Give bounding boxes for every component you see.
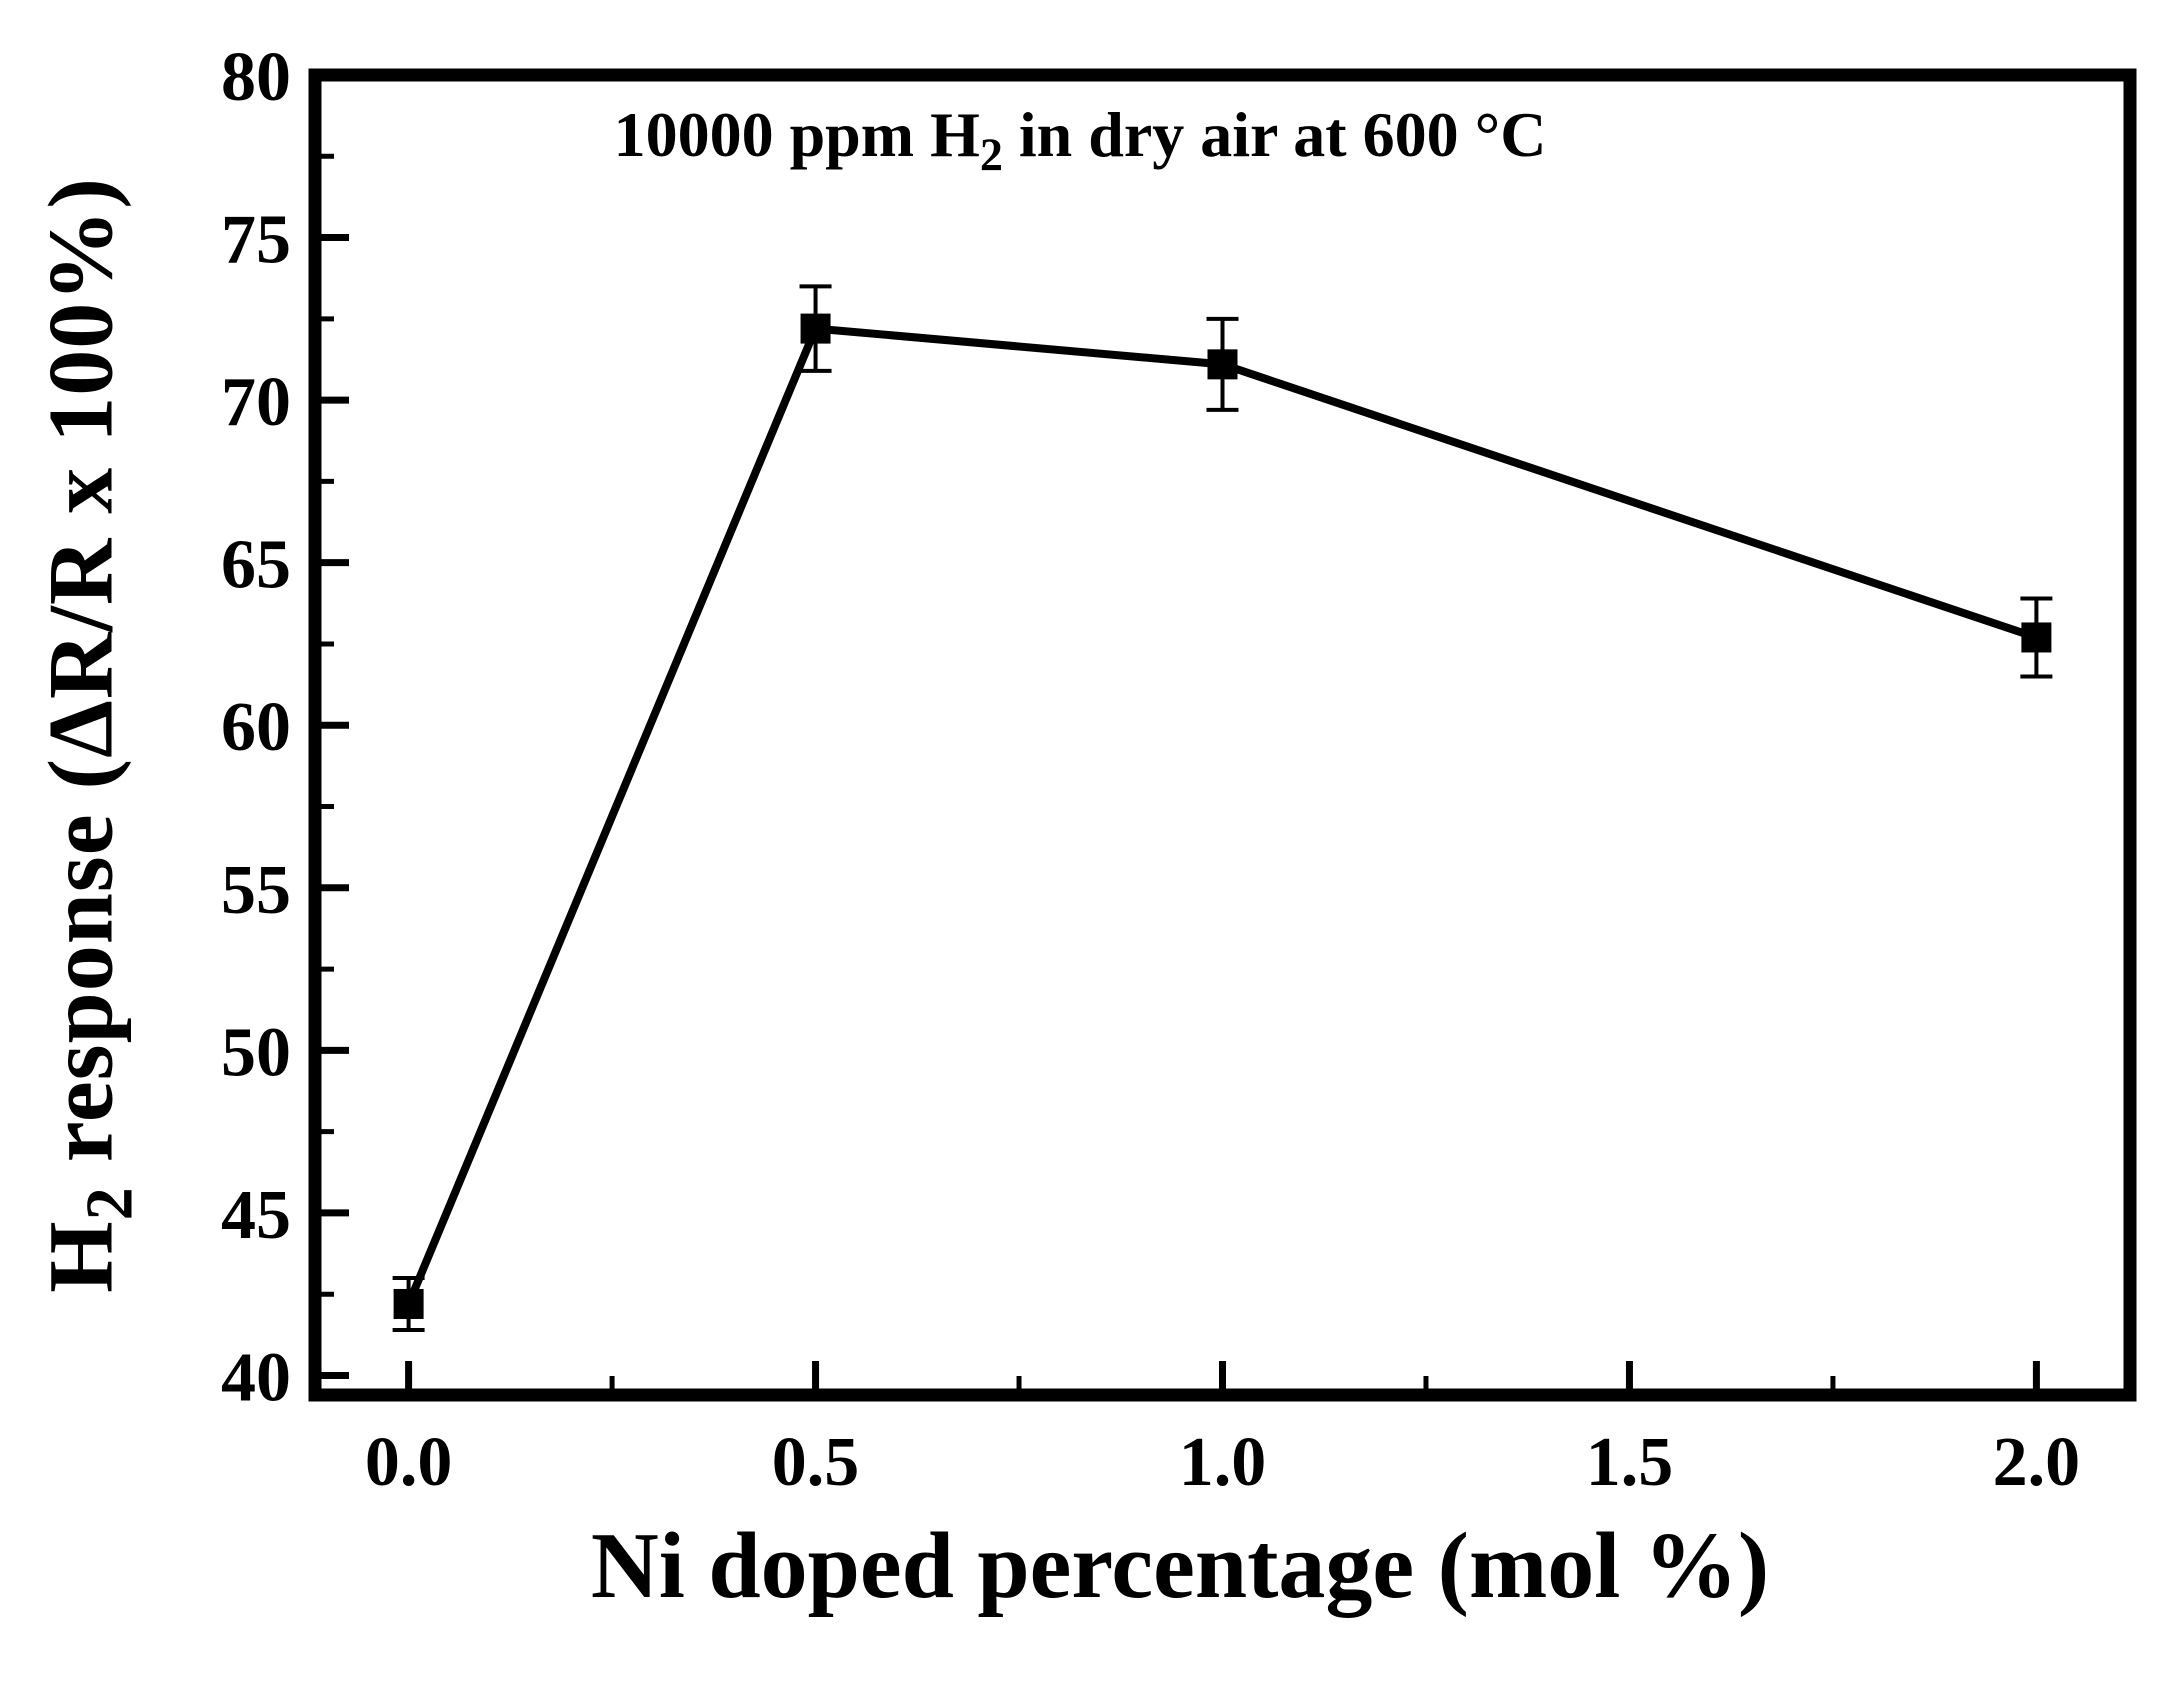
y-tick-label: 55 xyxy=(221,852,291,929)
data-point-marker xyxy=(1207,349,1238,380)
y-tick-label: 70 xyxy=(221,364,291,441)
y-axis-title: H2 response (ΔR/R x 100%) xyxy=(28,177,149,1293)
y-tick-label: 75 xyxy=(221,202,291,279)
y-axis-title-post: response (ΔR/R x 100%) xyxy=(29,177,132,1187)
y-tick-label: 45 xyxy=(221,1177,291,1254)
axes-frame xyxy=(308,68,2137,1402)
annotation-text-post: in dry air at 600 °C xyxy=(1002,99,1547,170)
y-tick-label: 80 xyxy=(221,39,291,116)
annotation-subscript: 2 xyxy=(979,128,1003,180)
data-point-marker xyxy=(393,1288,424,1319)
x-axis-title: Ni doped percentage (mol %) xyxy=(590,1514,1770,1618)
y-tick-label: 65 xyxy=(221,527,291,604)
y-axis-title-subscript: 2 xyxy=(73,1186,147,1221)
x-tick-label: 0.0 xyxy=(365,1424,453,1501)
y-axis-title-pre: H xyxy=(29,1220,132,1293)
data-point-marker xyxy=(2021,622,2052,653)
data-line xyxy=(404,324,2038,1306)
y-tick-label: 50 xyxy=(221,1014,291,1091)
annotation-text-pre: 10000 ppm H xyxy=(613,99,980,170)
y-tick-label: 40 xyxy=(221,1339,291,1416)
x-tick-label: 0.5 xyxy=(772,1424,860,1501)
x-tick-label: 2.0 xyxy=(1993,1424,2081,1501)
x-tick-label: 1.5 xyxy=(1586,1424,1674,1501)
annotation: 10000 ppm H2 in dry air at 600 °C xyxy=(614,98,1547,181)
x-tick-label: 1.0 xyxy=(1179,1424,1267,1501)
data-point-marker xyxy=(800,313,831,344)
y-tick-label: 60 xyxy=(221,689,291,766)
